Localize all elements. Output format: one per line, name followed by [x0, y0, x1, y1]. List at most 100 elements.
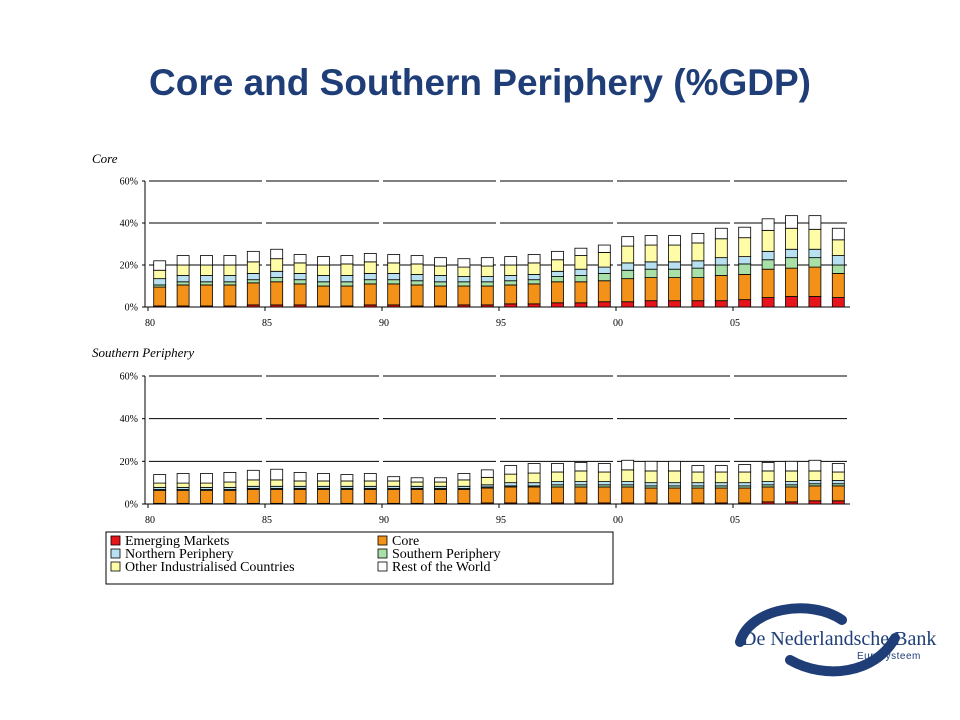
- x-tick-label: 85: [262, 318, 272, 329]
- bar-segment: [176, 281, 190, 286]
- bar-segment: [480, 476, 494, 486]
- bar-segment: [527, 486, 541, 504]
- bar-segment: [574, 461, 588, 472]
- bar-segment: [597, 244, 611, 253]
- bar-segment: [621, 236, 635, 247]
- bar-segment: [434, 489, 447, 504]
- bar-segment: [714, 275, 728, 302]
- bar-segment: [738, 471, 752, 484]
- bar-segment: [668, 277, 681, 302]
- bar-segment: [387, 262, 401, 274]
- x-tick-label: 80: [145, 515, 155, 526]
- bar-segment: [246, 469, 260, 481]
- bar-segment: [808, 485, 822, 502]
- bar-segment: [831, 463, 845, 473]
- bar-segment: [200, 490, 213, 504]
- bar-segment: [574, 275, 588, 283]
- bar-segment: [714, 264, 728, 276]
- bar-segment: [363, 480, 377, 487]
- bar-segment: [714, 465, 728, 473]
- bar-segment: [457, 479, 471, 487]
- y-tick-label: 40%: [120, 414, 138, 425]
- x-tick-label: 85: [262, 515, 272, 526]
- bar-segment: [387, 279, 401, 285]
- legend-label: Core: [392, 534, 419, 549]
- bar-segment: [387, 480, 401, 487]
- bar-segment: [621, 481, 635, 486]
- bar-segment: [527, 274, 541, 281]
- bar-segment: [644, 470, 658, 484]
- bar-segment: [246, 261, 260, 274]
- bar-segment: [738, 226, 752, 239]
- bar-segment: [480, 487, 494, 504]
- bar-segment: [176, 264, 190, 276]
- bar-segment: [761, 218, 775, 231]
- x-tick-label: 05: [730, 515, 740, 526]
- bar-segment: [691, 260, 705, 269]
- bar-segment: [340, 474, 354, 482]
- bar-segment: [597, 486, 611, 504]
- slide-title: Core and Southern Periphery (%GDP): [149, 62, 811, 103]
- bar-segment: [363, 272, 377, 281]
- bar-segment: [738, 256, 752, 265]
- bar-segment: [293, 489, 307, 504]
- bar-segment: [363, 473, 377, 482]
- bar-segment: [246, 279, 260, 284]
- bar-segment: [434, 265, 447, 276]
- bar-segment: [761, 481, 775, 486]
- bar-segment: [831, 272, 845, 298]
- bar-segment: [293, 272, 307, 281]
- bar-segment: [761, 259, 775, 270]
- bar-segment: [504, 473, 518, 484]
- bar-segment: [621, 301, 635, 308]
- bar-segment: [597, 463, 611, 473]
- x-tick-label: 95: [496, 318, 506, 329]
- x-tick-label: 90: [379, 318, 389, 329]
- bar-segment: [153, 482, 167, 488]
- y-tick-label: 20%: [120, 457, 138, 468]
- bar-segment: [831, 297, 845, 308]
- bar-segment: [200, 255, 213, 266]
- bar-segment: [410, 481, 424, 487]
- bar-segment: [831, 227, 845, 241]
- bar-segment: [551, 471, 564, 483]
- x-tick-label: 00: [613, 515, 623, 526]
- y-tick-label: 0%: [125, 303, 138, 314]
- legend-label: Rest of the World: [392, 560, 491, 575]
- bar-segment: [714, 257, 728, 266]
- bar-segment: [691, 465, 705, 473]
- bar-segment: [434, 477, 447, 483]
- bar-segment: [831, 485, 845, 502]
- bar-segment: [457, 258, 471, 268]
- logo-subtitle: Eurosysteem: [857, 651, 921, 662]
- bar-segment: [317, 480, 330, 487]
- bar-segment: [668, 460, 681, 472]
- bar-segment: [223, 255, 237, 266]
- bar-segment: [223, 490, 237, 504]
- bar-segment: [340, 285, 354, 307]
- bar-segment: [340, 480, 354, 487]
- bar-segment: [387, 254, 401, 264]
- bar-segment: [200, 482, 213, 488]
- legend-swatch: [110, 548, 121, 559]
- bar-segment: [176, 490, 190, 504]
- bar-segment: [223, 481, 237, 488]
- bar-segment: [457, 276, 471, 283]
- bar-segment: [410, 255, 424, 265]
- bar-segment: [574, 302, 588, 308]
- bar-segment: [808, 257, 822, 268]
- bar-segment: [527, 262, 541, 275]
- bar-segment: [621, 245, 635, 264]
- bar-segment: [246, 272, 260, 281]
- bar-segment: [551, 481, 564, 486]
- bar-segment: [176, 255, 190, 266]
- y-tick-label: 60%: [120, 177, 138, 188]
- bar-segment: [644, 244, 658, 263]
- bar-segment: [223, 264, 237, 276]
- bar-segment: [317, 256, 330, 266]
- bar-segment: [246, 250, 260, 263]
- bar-segment: [597, 251, 611, 268]
- bar-segment: [504, 280, 518, 286]
- y-tick-label: 20%: [120, 261, 138, 272]
- legend-swatch: [377, 548, 388, 559]
